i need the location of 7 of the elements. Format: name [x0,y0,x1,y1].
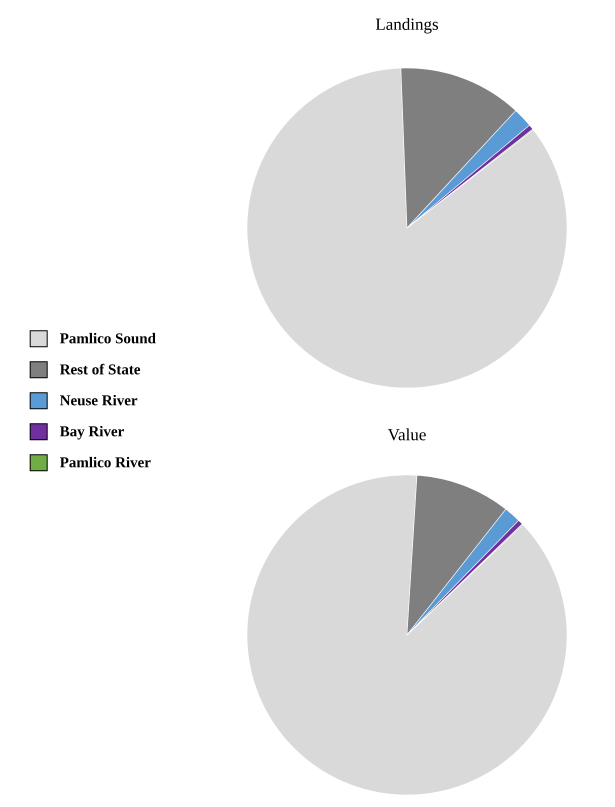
legend-label: Neuse River [60,394,138,406]
chart-title: Value [388,428,426,440]
legend-label: Pamlico Sound [60,332,156,344]
legend-label: Rest of State [60,364,140,374]
chart-title: Landings [376,18,438,34]
legend-label: Pamlico River [60,456,151,468]
legend-label: Bay River [60,426,124,440]
